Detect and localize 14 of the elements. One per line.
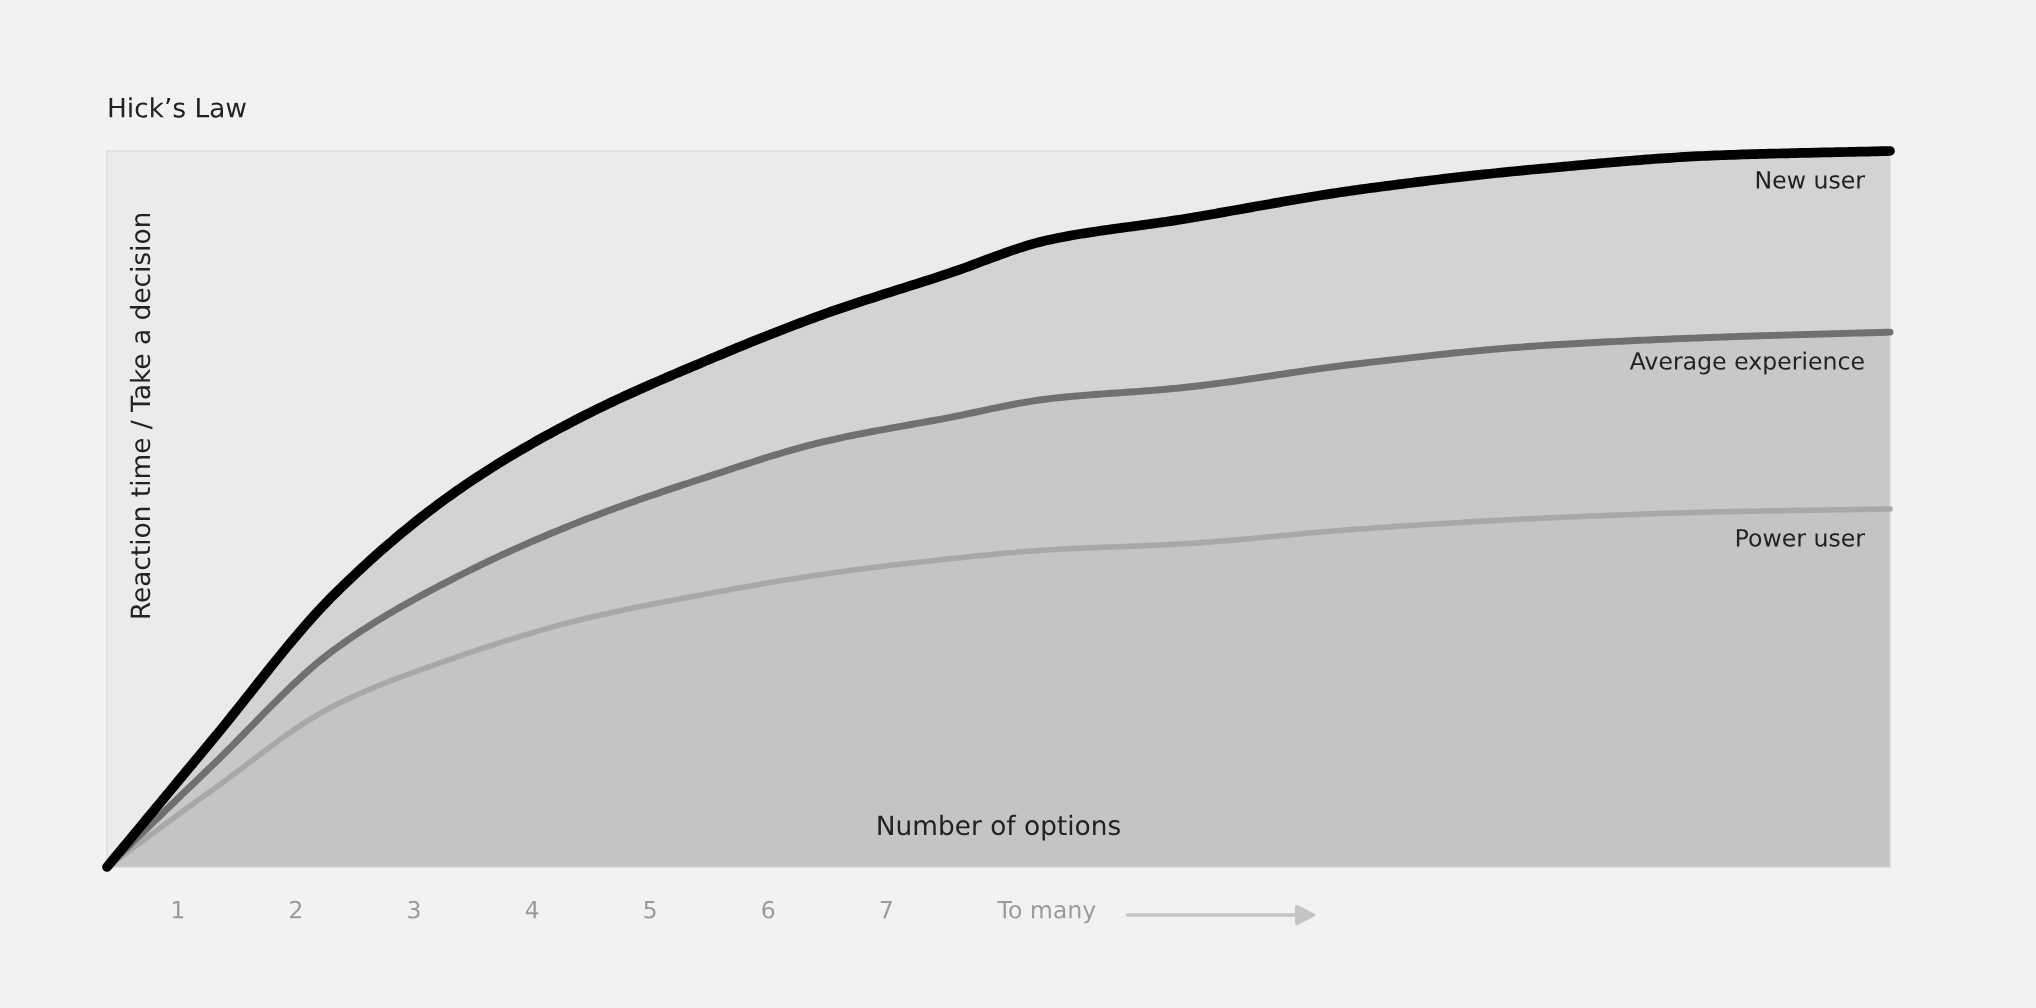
x-tick-label: 6 [762, 900, 775, 919]
x-axis-title: Number of options [878, 814, 1120, 841]
y-axis-title: Reaction time / Take a decision [129, 213, 153, 618]
x-tick-label: 2 [290, 900, 302, 919]
series-label: Power user [1736, 529, 1865, 547]
x-tick-label: 4 [525, 901, 539, 919]
x-tick-label: 5 [644, 901, 656, 919]
x-tick-label: 1 [172, 901, 184, 919]
x-tick-label: 7 [880, 901, 892, 919]
series-label: New user [1756, 171, 1865, 189]
x-tick-label: To many [997, 901, 1096, 924]
x-tick-label: 3 [408, 900, 420, 919]
series-label: Average experience [1629, 351, 1864, 375]
chart-title: Hick’s Law [109, 97, 246, 118]
